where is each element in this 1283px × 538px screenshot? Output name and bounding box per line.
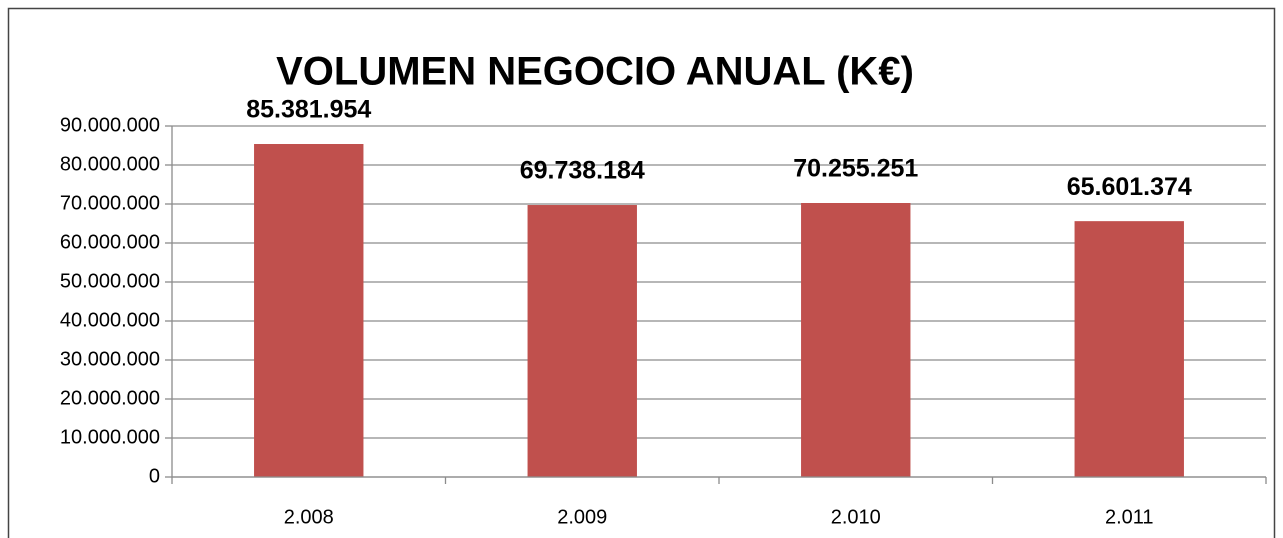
y-tick-label: 0 [149,465,160,487]
value-label: 65.601.374 [1067,173,1192,201]
bar [527,205,637,477]
bar [254,144,364,477]
y-tick-label: 10.000.000 [60,426,160,448]
bar [801,203,911,477]
x-tick-label: 2.009 [557,506,607,528]
x-tick-label: 2.008 [284,506,334,528]
y-tick-label: 80.000.000 [60,153,160,175]
y-tick-label: 20.000.000 [60,387,160,409]
y-tick-label: 60.000.000 [60,231,160,253]
x-tick-label: 2.011 [1105,506,1154,528]
y-tick-label: 40.000.000 [60,309,160,331]
chart-frame [7,7,1276,538]
value-label: 69.738.184 [520,157,645,185]
y-tick-label: 70.000.000 [60,192,160,214]
chart-title: VOLUMEN NEGOCIO ANUAL (K€) [276,50,914,94]
value-label: 85.381.954 [246,96,371,124]
y-tick-label: 50.000.000 [60,270,160,292]
y-tick-label: 90.000.000 [60,114,160,136]
y-tick-label: 30.000.000 [60,348,160,370]
x-tick-label: 2.010 [831,506,881,528]
bar [1074,221,1184,477]
value-label: 70.255.251 [793,155,918,183]
